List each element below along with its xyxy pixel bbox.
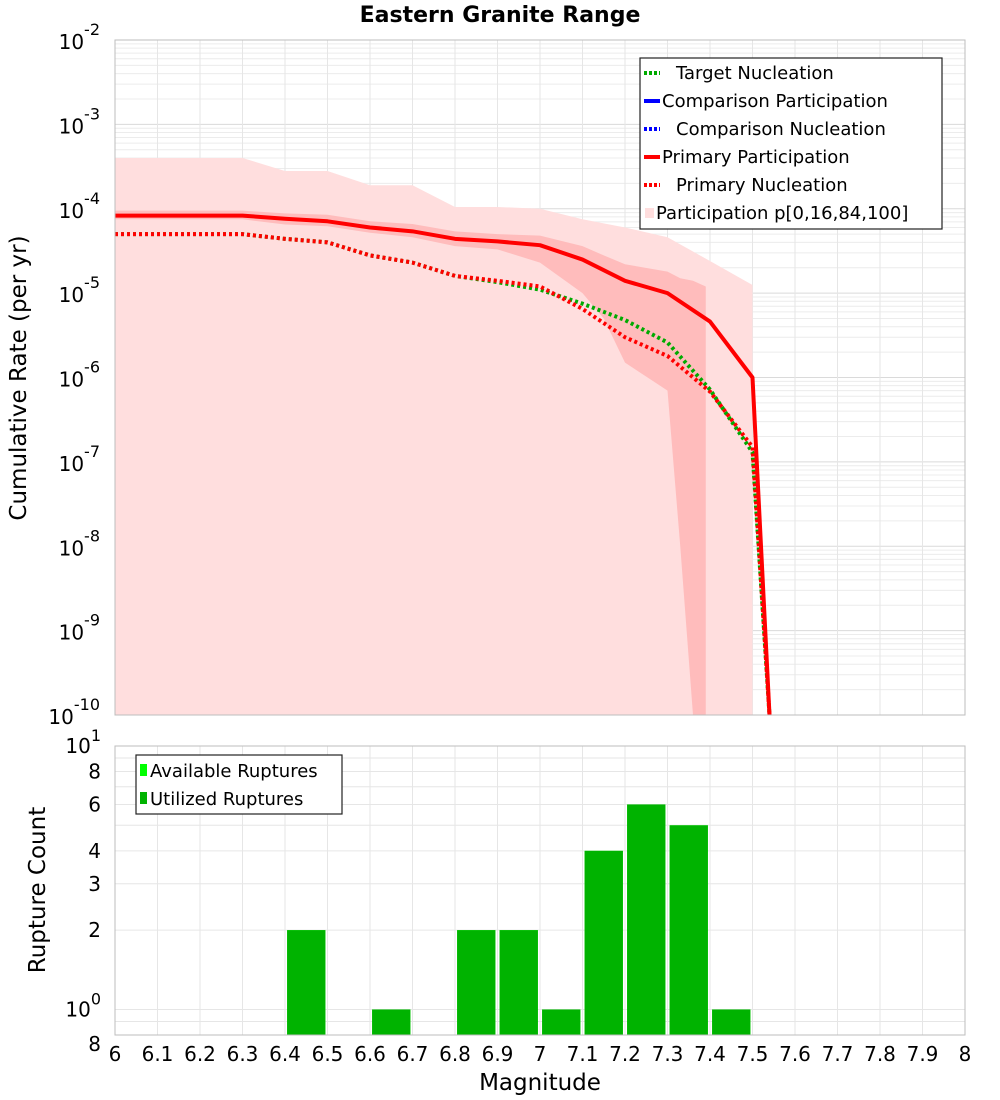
x-tick-label: 8: [959, 1042, 972, 1066]
y-tick-label: 10-2: [59, 20, 100, 54]
x-tick-label: 6.6: [354, 1042, 386, 1066]
legend-label: Comparison Nucleation: [676, 119, 886, 140]
y-tick-label: 10-5: [59, 273, 100, 307]
x-tick-label: 6.4: [269, 1042, 301, 1066]
count-legend: Available Ruptures Utilized Ruptures: [135, 754, 343, 815]
y-tick-label: 10-8: [59, 526, 100, 560]
x-tick-label: 6.2: [184, 1042, 216, 1066]
rate-plot-frame: [114, 39, 966, 716]
bar-1-8: [712, 1009, 751, 1035]
y-tick-label: 100: [65, 989, 101, 1021]
x-tick-label: 7.8: [864, 1042, 896, 1066]
bar-1-0: [287, 930, 326, 1035]
legend-label: Primary Nucleation: [676, 175, 848, 196]
x-tick-label: 7.2: [609, 1042, 641, 1066]
y-tick-label: 3: [88, 872, 101, 896]
bar-1-1: [372, 1009, 411, 1035]
legend-label: Target Nucleation: [675, 63, 834, 84]
count-y-axis-title: Rupture Count: [25, 807, 51, 973]
bar-1-4: [542, 1009, 581, 1035]
x-tick-label: 6: [109, 1042, 122, 1066]
legend-label: Primary Participation: [662, 147, 850, 168]
bar-1-2: [457, 930, 496, 1035]
count-x-ticks: 6 6.1 6.2 6.3 6.4 6.5 6.6 6.7 6.8 6.9 7 7.1 7.2 7.3 7.…: [109, 1042, 972, 1066]
chart-title: Eastern Granite Range: [360, 3, 641, 28]
bar-1-7: [669, 825, 708, 1035]
x-tick-label: 7.1: [567, 1042, 599, 1066]
legend-swatch: [140, 792, 147, 804]
y-tick-label: 8: [88, 1032, 101, 1056]
participation-bands: [115, 157, 753, 716]
x-tick-label: 7.5: [737, 1042, 769, 1066]
x-tick-label: 6.5: [312, 1042, 344, 1066]
x-tick-label: 6.1: [142, 1042, 174, 1066]
rate-panel: 10-10 10-9 10-8 10-7 10-6 10-5 10-4 10-3 10-2 Cu…: [6, 20, 966, 729]
y-tick-label: 4: [88, 839, 101, 863]
bar-1-3: [499, 930, 538, 1035]
x-tick-label: 7.3: [652, 1042, 684, 1066]
y-tick-label: 10-4: [59, 189, 100, 223]
y-tick-label: 101: [65, 726, 101, 758]
x-tick-label: 7.9: [907, 1042, 939, 1066]
legend-box: [135, 754, 343, 815]
bar-1-5: [584, 850, 623, 1035]
count-x-axis-title: Magnitude: [479, 1070, 601, 1096]
rate-y-axis-title: Cumulative Rate (per yr): [6, 235, 32, 520]
y-tick-label: 10-3: [59, 104, 100, 138]
x-tick-label: 7.6: [779, 1042, 811, 1066]
count-plot-frame: [114, 745, 966, 1036]
legend-swatch: [645, 208, 654, 218]
legend-swatch: [140, 764, 147, 776]
x-tick-label: 7.4: [694, 1042, 726, 1066]
rate-legend: Target Nucleation Comparison Participatio…: [639, 57, 943, 230]
legend-label: Utilized Ruptures: [150, 789, 303, 810]
bar-1-6: [627, 804, 666, 1035]
legend-label: Participation p[0,16,84,100]: [656, 203, 908, 224]
series-line-3: [115, 213, 772, 716]
y-tick-label: 10-6: [59, 358, 100, 392]
y-tick-label: 10-9: [59, 611, 100, 645]
legend-label: Available Ruptures: [150, 761, 318, 782]
rate-lines: [115, 213, 772, 716]
x-tick-label: 7.7: [822, 1042, 854, 1066]
x-tick-label: 6.8: [439, 1042, 471, 1066]
y-tick-label: 2: [88, 918, 101, 942]
y-tick-label: 10-7: [59, 442, 100, 476]
x-tick-label: 7: [534, 1042, 547, 1066]
x-tick-label: 6.9: [482, 1042, 514, 1066]
x-tick-label: 6.3: [227, 1042, 259, 1066]
legend-label: Comparison Participation: [662, 91, 888, 112]
y-tick-label: 10-10: [48, 695, 100, 729]
series-line-4: [115, 232, 772, 716]
x-tick-label: 6.7: [397, 1042, 429, 1066]
y-tick-label: 6: [88, 792, 101, 816]
y-tick-label: 8: [88, 760, 101, 784]
legend-box: [639, 57, 943, 230]
rate-y-ticks: 10-10 10-9 10-8 10-7 10-6 10-5 10-4 10-3 10-2: [48, 20, 100, 729]
count-bars: [287, 804, 751, 1035]
